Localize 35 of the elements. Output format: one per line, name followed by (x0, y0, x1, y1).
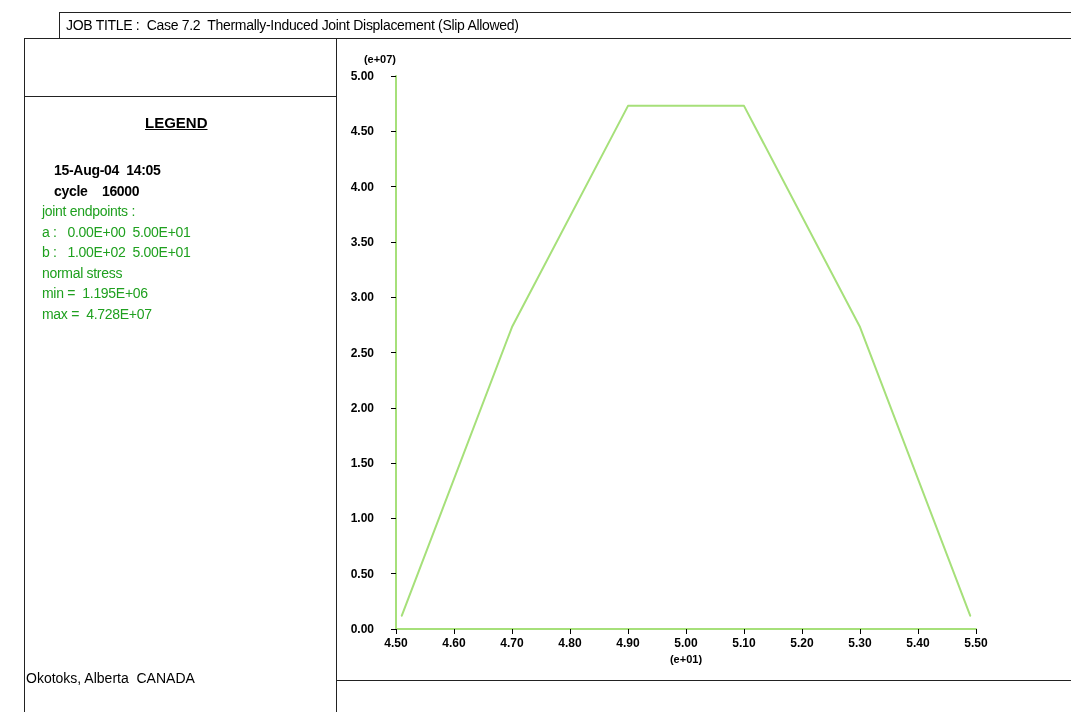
x-tick-label: 4.70 (500, 636, 524, 650)
x-tick-label: 5.10 (732, 636, 756, 650)
x-tick-label: 4.50 (384, 636, 408, 650)
x-tick-label: 5.20 (790, 636, 814, 650)
y-tick-label: 0.00 (350, 622, 375, 636)
y-tick-label: 4.00 (350, 179, 375, 194)
y-tick-label: 2.50 (350, 345, 375, 360)
text: Okotoks, Alberta CANADA (26, 670, 195, 686)
text: max = 4.728E+07 (42, 304, 153, 324)
y-tick-label: 0.50 (350, 566, 375, 581)
x-axis-title: (e+01) (669, 653, 703, 666)
y-tick-label: 5.00 (350, 69, 375, 83)
text: min = 1.195E+06 (42, 284, 149, 303)
y-tick-label: 4.50 (350, 124, 375, 139)
text: cycle 16000 (53, 181, 141, 201)
text: 15-Aug-04 14:05 (53, 161, 162, 180)
chart-title: JOB TITLE : Case 7.2 Thermally-Induced Joint Displacement (Slip Allowed) (66, 17, 519, 33)
legend-title: LEGEND (145, 114, 208, 131)
y-tick-label: 1.00 (350, 511, 375, 526)
x-tick-label: 4.90 (616, 636, 640, 650)
x-tick-label: 4.60 (442, 636, 466, 650)
x-tick-label: 5.00 (674, 636, 698, 650)
y-tick-label: 3.00 (350, 290, 375, 305)
text: a : 0.00E+00 5.00E+01 (42, 222, 191, 242)
x-tick-label: 5.30 (848, 636, 872, 650)
text: normal stress (42, 263, 124, 283)
y-tick-label: 3.50 (350, 234, 375, 249)
x-tick-label: 4.80 (558, 636, 582, 650)
x-tick-label: 5.40 (906, 636, 930, 650)
y-tick-label: 2.00 (350, 400, 375, 415)
text: joint endpoints : (42, 202, 136, 221)
x-tick-label: 5.50 (964, 636, 988, 650)
y-tick-label: 1.50 (350, 456, 375, 471)
y-axis-title: (e+07) (363, 52, 397, 65)
text: b : 1.00E+02 5.00E+01 (42, 243, 191, 262)
